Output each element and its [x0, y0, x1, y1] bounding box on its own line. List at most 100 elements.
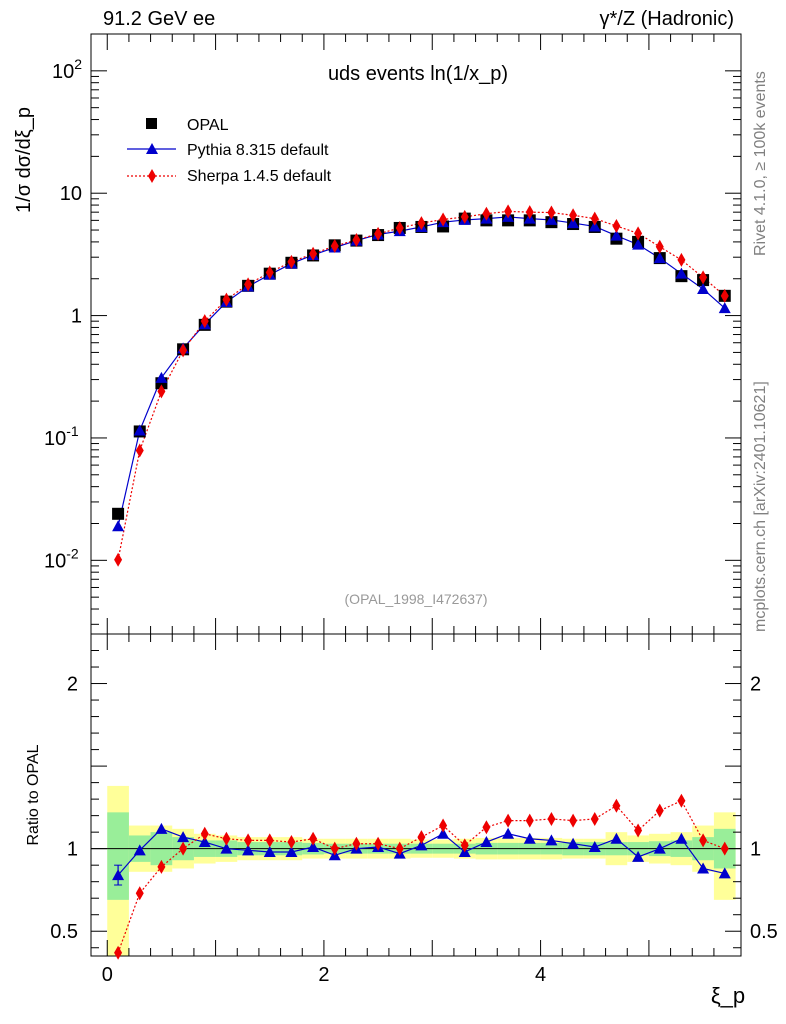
main-point-2-27 — [699, 270, 708, 285]
main-point-2-28 — [720, 288, 729, 303]
main-point-2-0 — [114, 552, 123, 567]
main-point-2-2 — [157, 384, 166, 399]
legend: OPAL Pythia 8.315 default Sherpa 1.4.5 d… — [127, 117, 332, 185]
ratio-ytick-label: 1 — [67, 839, 78, 861]
main-point-2-15 — [439, 212, 448, 227]
ratio-point-1-1 — [135, 886, 144, 901]
ratio-point-0-23 — [610, 832, 623, 844]
main-point-2-20 — [547, 205, 556, 220]
ratio-point-0-4 — [198, 836, 211, 848]
ratio-point-1-2 — [157, 859, 166, 874]
ratio-point-1-11 — [352, 836, 361, 851]
ratio-ytick-label-right: 2 — [750, 674, 761, 696]
ratio-point-0-7 — [263, 845, 276, 857]
legend-marker-pythia — [146, 143, 158, 154]
main-point-1-28 — [718, 302, 731, 314]
main-point-2-21 — [569, 208, 578, 223]
main-point-2-4 — [200, 314, 209, 329]
ratio-point-1-16 — [460, 838, 469, 853]
main-point-2-9 — [309, 246, 318, 261]
header-right: γ*/Z (Hadronic) — [599, 8, 734, 30]
main-ytick-label: 10 — [60, 183, 82, 205]
main-point-2-18 — [504, 204, 513, 219]
ratio-point-0-28 — [718, 867, 731, 879]
legend-label-pythia: Pythia 8.315 default — [187, 142, 329, 159]
main-point-2-13 — [395, 220, 404, 235]
ratio-point-1-18 — [504, 813, 513, 828]
ratio-point-0-2 — [155, 822, 168, 834]
main-title-text: uds events ln(1/x_p) — [328, 63, 508, 85]
ratio-point-0-14 — [415, 839, 428, 851]
legend-marker-opal — [146, 118, 157, 129]
watermark: (OPAL_1998_I472637) — [345, 591, 488, 607]
ratio-point-1-7 — [265, 833, 274, 848]
ratio-ytick-label: 0.5 — [50, 921, 78, 943]
tick-exponent: -2 — [66, 545, 79, 561]
ratio-point-0-5 — [220, 842, 233, 854]
main-title: uds events ln(1/x_p) — [328, 63, 508, 85]
header-left: 91.2 GeV ee — [103, 8, 216, 30]
main-point-2-8 — [287, 254, 296, 269]
ratio-point-0-24 — [632, 850, 645, 862]
main-point-2-12 — [374, 226, 383, 241]
ratio-point-0-8 — [285, 845, 298, 857]
ratio-ylabel: Ratio to OPAL — [25, 744, 42, 845]
main-point-0-0 — [112, 507, 125, 520]
main-point-1-26 — [675, 267, 688, 279]
main-ytick-label: 1 — [71, 306, 82, 328]
legend-marker-sherpa — [148, 169, 156, 183]
main-point-2-24 — [634, 226, 643, 241]
ratio-point-0-0 — [112, 869, 125, 881]
ratio-point-0-17 — [480, 836, 493, 848]
x-axis-label: ξ_p — [711, 983, 745, 1008]
ratio-point-0-26 — [675, 832, 688, 844]
main-point-2-19 — [525, 205, 534, 220]
main-line-2 — [117, 210, 726, 560]
ratio-point-1-21 — [569, 813, 578, 828]
main-point-2-7 — [265, 265, 274, 280]
band-inner-0 — [107, 812, 129, 900]
tick-exponent: -1 — [66, 423, 79, 439]
main-point-1-27 — [697, 282, 710, 294]
main-line-1 — [117, 216, 726, 527]
ratio-ytick-label-right: 1 — [750, 839, 761, 861]
main-point-2-25 — [655, 239, 664, 254]
ratio-point-1-27 — [699, 833, 708, 848]
ratio-point-1-6 — [244, 833, 253, 848]
legend-label-opal: OPAL — [187, 117, 229, 134]
ratio-frame — [90, 633, 742, 957]
ratio-point-1-15 — [439, 818, 448, 833]
main-point-1-25 — [653, 252, 666, 264]
ratio-point-1-22 — [590, 811, 599, 826]
main-point-2-14 — [417, 216, 426, 231]
ratio-point-1-23 — [612, 798, 621, 813]
ratio-ytick-label-right: 0.5 — [750, 921, 778, 943]
ratio-point-0-19 — [523, 832, 536, 844]
ratio-point-0-1 — [133, 844, 146, 856]
main-point-2-17 — [482, 206, 491, 221]
ratio-point-1-28 — [720, 841, 729, 856]
tick-exponent: 2 — [74, 56, 82, 72]
ratio-point-1-4 — [200, 826, 209, 841]
xtick-label: 4 — [535, 964, 546, 986]
main-point-1-21 — [567, 217, 580, 229]
main-point-2-16 — [460, 209, 469, 224]
ratio-line-1 — [117, 800, 725, 953]
main-point-2-3 — [179, 343, 188, 358]
ratio-point-0-20 — [545, 834, 558, 846]
ratio-point-1-19 — [525, 813, 534, 828]
ratio-point-1-10 — [330, 841, 339, 856]
main-point-2-6 — [244, 277, 253, 292]
main-ytick-label: 10-2 — [44, 545, 79, 572]
main-point-2-23 — [612, 218, 621, 233]
main-ytick-label: 10-1 — [44, 423, 79, 450]
main-ytick-label: 102 — [52, 56, 82, 83]
ratio-point-1-12 — [374, 836, 383, 851]
xtick-label: 2 — [318, 964, 329, 986]
main-point-1-1 — [133, 424, 146, 436]
ratio-point-0-18 — [502, 827, 515, 839]
ratio-point-0-25 — [653, 842, 666, 854]
main-point-2-26 — [677, 252, 686, 267]
main-point-2-22 — [590, 211, 599, 226]
